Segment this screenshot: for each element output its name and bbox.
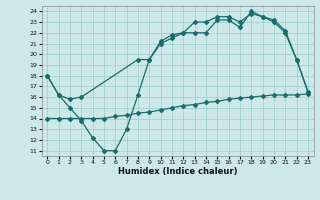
X-axis label: Humidex (Indice chaleur): Humidex (Indice chaleur)	[118, 167, 237, 176]
